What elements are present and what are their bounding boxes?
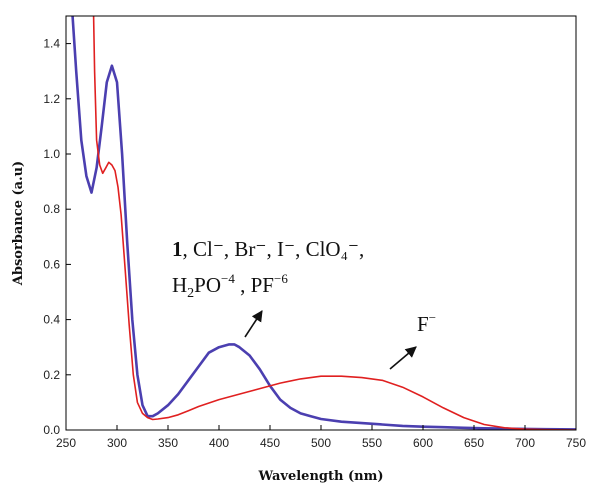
series-layer <box>71 16 576 430</box>
x-tick-label: 250 <box>56 436 76 450</box>
y-tick-label: 0.6 <box>43 257 60 271</box>
plot-frame <box>65 15 577 431</box>
annotation-fluoride: F− <box>417 310 436 336</box>
x-tick-label: 600 <box>413 436 433 450</box>
series-line-fluoride <box>92 16 576 430</box>
y-axis-title: Absorbance (a.u) <box>11 161 26 286</box>
x-tick-label: 300 <box>107 436 127 450</box>
x-tick-label: 700 <box>515 436 535 450</box>
annotation-group-arrow <box>244 310 263 338</box>
annotation-group-line1: 1, Cl⁻, Br⁻, I⁻, ClO₄⁻, <box>172 237 364 261</box>
x-tick-label: 650 <box>464 436 484 450</box>
x-tick-label: 450 <box>260 436 280 450</box>
series-line-group <box>71 16 576 430</box>
x-tick-label: 750 <box>566 436 586 450</box>
x-tick-label: 350 <box>158 436 178 450</box>
annotation-group-line2: H2PO−4 , PF−6 <box>172 271 288 301</box>
y-tick-label: 1.0 <box>43 147 60 161</box>
y-axis-ticks: 0.0 0.2 0.4 0.6 0.8 1.0 1.2 1.4 <box>43 37 71 437</box>
y-tick-label: 1.4 <box>43 37 60 51</box>
annotation-group-number: 1 <box>172 237 183 261</box>
y-tick-label: 0.4 <box>43 313 60 327</box>
annotation-fluoride-arrow <box>389 346 417 370</box>
y-tick-label: 0.8 <box>43 202 60 216</box>
y-tick-label: 0.0 <box>43 423 60 437</box>
x-tick-label: 500 <box>311 436 331 450</box>
x-tick-label: 400 <box>209 436 229 450</box>
y-tick-label: 1.2 <box>43 92 60 106</box>
y-tick-label: 0.2 <box>43 368 60 382</box>
x-tick-label: 550 <box>362 436 382 450</box>
x-axis-ticks: 250 300 350 400 450 500 550 600 650 700 750 <box>56 425 586 450</box>
annotation-group-anions: , Cl⁻, Br⁻, I⁻, ClO₄⁻, <box>183 237 365 261</box>
x-axis-title: Wavelength (nm) <box>258 469 384 484</box>
